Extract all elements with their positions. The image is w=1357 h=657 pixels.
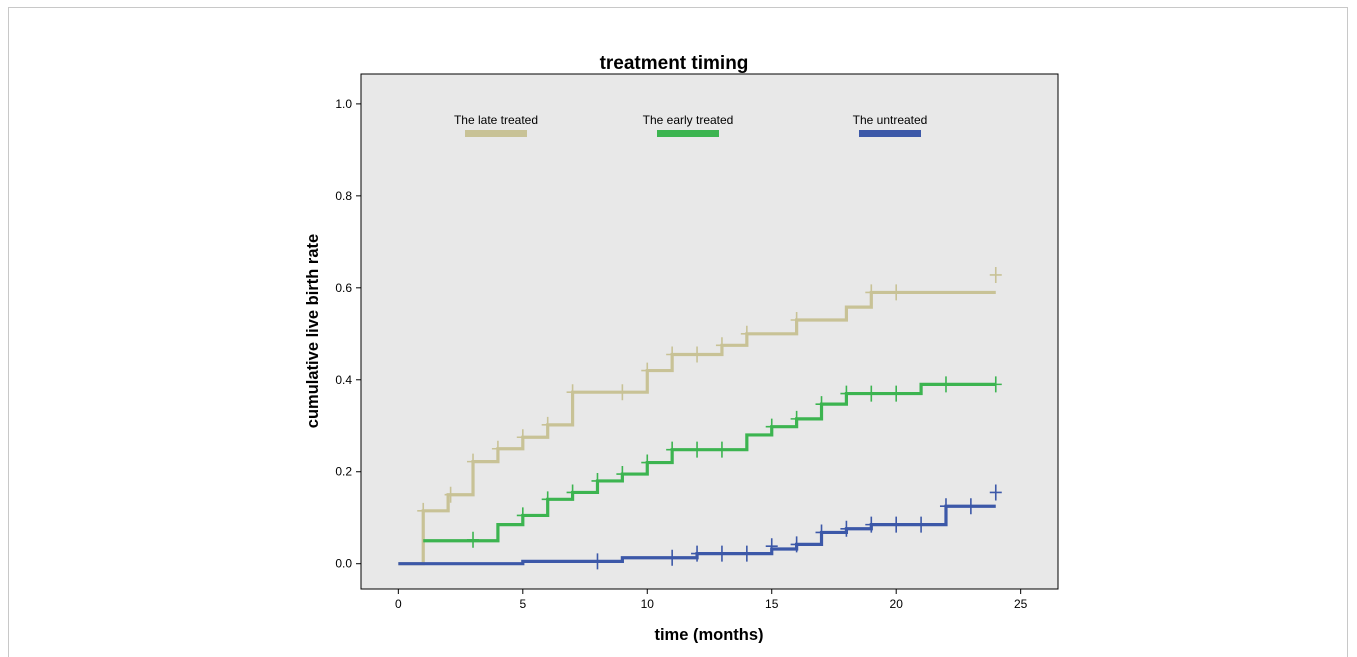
censor-mark	[715, 337, 728, 354]
series-layer	[398, 266, 1002, 570]
censor-mark	[691, 545, 704, 562]
censor-mark	[691, 441, 704, 458]
censor-mark	[989, 266, 1002, 283]
censor-mark	[467, 453, 480, 470]
censor-mark	[467, 531, 480, 548]
censor-mark	[566, 484, 579, 501]
censor-mark	[865, 385, 878, 402]
y-tick-label: 0.2	[335, 465, 352, 479]
censor-mark	[616, 466, 629, 483]
x-tick-label: 10	[641, 597, 655, 611]
x-tick-label: 0	[395, 597, 402, 611]
censor-mark	[964, 498, 977, 515]
censor-mark	[444, 486, 457, 503]
censor-mark	[591, 553, 604, 570]
censor-mark	[790, 312, 803, 329]
km-chart: treatment timing 0 5 10 15 20 25 0.0 0.2 0.4 0.6…	[304, 53, 1059, 643]
censor-mark	[715, 545, 728, 562]
censor-mark	[666, 441, 679, 458]
series-3	[398, 484, 1002, 570]
y-tick-label: 0.4	[335, 373, 352, 387]
censor-mark	[765, 418, 778, 435]
censor-mark	[865, 284, 878, 301]
series-2	[423, 376, 1002, 548]
censor-mark	[691, 346, 704, 363]
censor-mark	[666, 549, 679, 566]
y-tick-label: 1.0	[335, 97, 352, 111]
censor-mark	[915, 516, 928, 533]
censor-mark	[740, 325, 753, 342]
chart-title: treatment timing	[600, 53, 749, 74]
censor-mark	[765, 538, 778, 555]
censor-mark	[715, 441, 728, 458]
series-line	[398, 290, 996, 566]
series-1	[398, 266, 1002, 566]
plot-area	[360, 73, 1059, 590]
x-tick-label: 15	[765, 597, 779, 611]
censor-mark	[815, 524, 828, 541]
chart-frame	[8, 7, 1348, 657]
y-axis: 0.0 0.2 0.4 0.6 0.8 1.0	[335, 97, 361, 571]
censor-mark	[890, 385, 903, 402]
legend-swatch	[465, 130, 527, 137]
censor-mark	[890, 284, 903, 301]
censor-mark	[616, 384, 629, 401]
legend-swatch	[657, 130, 719, 137]
censor-mark	[989, 376, 1002, 393]
censor-mark	[939, 376, 952, 393]
censor-mark	[541, 491, 554, 508]
censor-mark	[989, 484, 1002, 501]
legend: The late treated The early treated The unt…	[454, 113, 927, 137]
censor-mark	[516, 507, 529, 524]
x-tick-label: 25	[1014, 597, 1028, 611]
censor-mark	[865, 516, 878, 533]
censor-mark	[516, 429, 529, 446]
censor-mark	[641, 362, 654, 379]
x-axis-label: time (months)	[654, 626, 763, 643]
x-tick-label: 5	[519, 597, 526, 611]
censor-mark	[890, 516, 903, 533]
censor-mark	[417, 502, 430, 519]
censor-mark	[491, 440, 504, 457]
y-tick-label: 0.8	[335, 189, 352, 203]
y-axis-label: cumulative live birth rate	[304, 234, 322, 428]
censor-mark	[541, 416, 554, 433]
censor-mark	[566, 384, 579, 401]
x-tick-label: 20	[890, 597, 904, 611]
y-tick-label: 0.0	[335, 557, 352, 571]
legend-swatch	[859, 130, 921, 137]
censor-mark	[666, 346, 679, 363]
censor-mark	[641, 454, 654, 471]
censor-mark	[790, 410, 803, 427]
x-axis: 0 5 10 15 20 25	[395, 589, 1028, 611]
legend-label: The untreated	[853, 113, 928, 127]
censor-mark	[591, 472, 604, 489]
censor-mark	[740, 545, 753, 562]
censor-mark	[790, 536, 803, 553]
censor-mark	[840, 520, 853, 537]
censor-mark	[939, 498, 952, 515]
censor-mark	[840, 385, 853, 402]
legend-label: The late treated	[454, 113, 538, 127]
y-tick-label: 0.6	[335, 281, 352, 295]
legend-label: The early treated	[643, 113, 734, 127]
censor-mark	[815, 396, 828, 413]
